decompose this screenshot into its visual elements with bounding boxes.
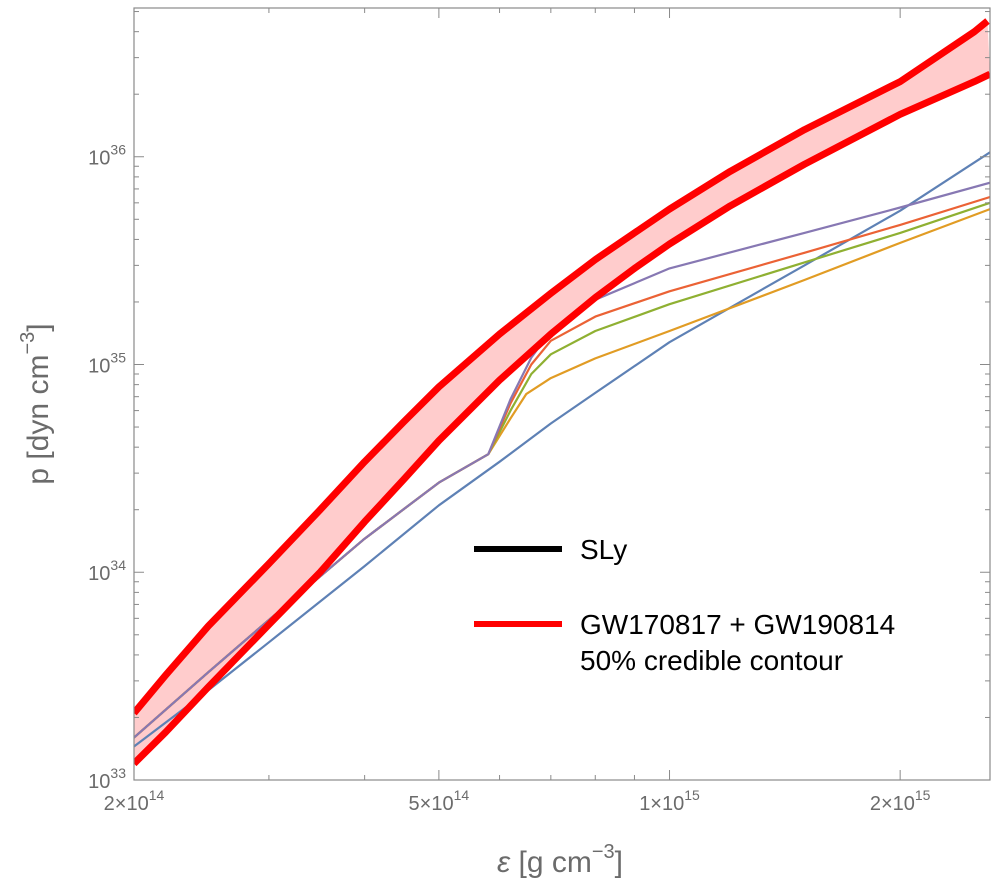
x-tick-label-3: 1×1015 (639, 787, 700, 815)
plot-frame-layer (133, 7, 991, 781)
y-tick-mantissa: 10 (88, 355, 110, 377)
legend-label-gw-line2: 50% credible contour (580, 645, 843, 676)
legend: SLy GW170817 + GW190814 50% credible con… (474, 534, 895, 676)
y-axis-label: p [dyn cm−3] (17, 323, 55, 484)
y-axis-unit: p [dyn cm (22, 355, 55, 485)
y-tick-label-1: 1033 (88, 765, 126, 793)
x-axis-unit: [g cm (510, 846, 592, 879)
x-tick-exponent: 15 (684, 787, 700, 803)
y-tick-label-2: 1034 (88, 557, 126, 585)
x-tick-label-2: 5×1014 (409, 787, 470, 815)
x-tick-mantissa: 1×10 (639, 793, 684, 815)
eos-series-line-4 (134, 195, 990, 739)
x-tick-mantissa: 2×10 (870, 793, 915, 815)
y-tick-label-3: 1035 (88, 349, 126, 377)
x-axis-unit-close: ] (615, 846, 623, 879)
series-layer (134, 18, 990, 767)
y-tick-label-4: 1036 (88, 142, 126, 170)
x-tick-label-1: 2×1014 (104, 787, 165, 815)
eos-series-line-5 (134, 181, 990, 739)
x-axis-unit-exp: −3 (592, 841, 615, 863)
credible-band-layer (134, 21, 990, 764)
plot-frame (133, 7, 991, 781)
y-axis-unit-exp: −3 (17, 332, 39, 355)
x-tick-label-4: 2×1015 (870, 787, 931, 815)
x-tick-exponent: 14 (149, 787, 165, 803)
credible-band-fill (134, 21, 990, 764)
x-tick-exponent: 15 (915, 787, 931, 803)
legend-label-gw-line1: GW170817 + GW190814 (580, 609, 895, 640)
y-tick-exponent: 36 (110, 142, 126, 158)
x-tick-mantissa: 5×10 (409, 793, 454, 815)
y-tick-mantissa: 10 (88, 563, 110, 585)
x-axis-symbol: ε (497, 846, 511, 879)
x-tick-mantissa: 2×10 (104, 793, 149, 815)
credible-band-upper-edge (134, 18, 990, 716)
x-tick-exponent: 14 (454, 787, 470, 803)
x-axis-label: ε [g cm−3] (497, 841, 623, 879)
y-tick-exponent: 35 (110, 349, 126, 365)
y-axis-unit-close: ] (22, 323, 55, 331)
eos-series-line-1 (134, 151, 990, 748)
credible-band-lower-edge (134, 70, 990, 767)
y-tick-mantissa: 10 (88, 771, 110, 793)
y-tick-mantissa: 10 (88, 148, 110, 170)
y-tick-exponent: 33 (110, 765, 126, 781)
y-tick-exponent: 34 (110, 557, 126, 573)
legend-label-sly: SLy (580, 534, 627, 565)
